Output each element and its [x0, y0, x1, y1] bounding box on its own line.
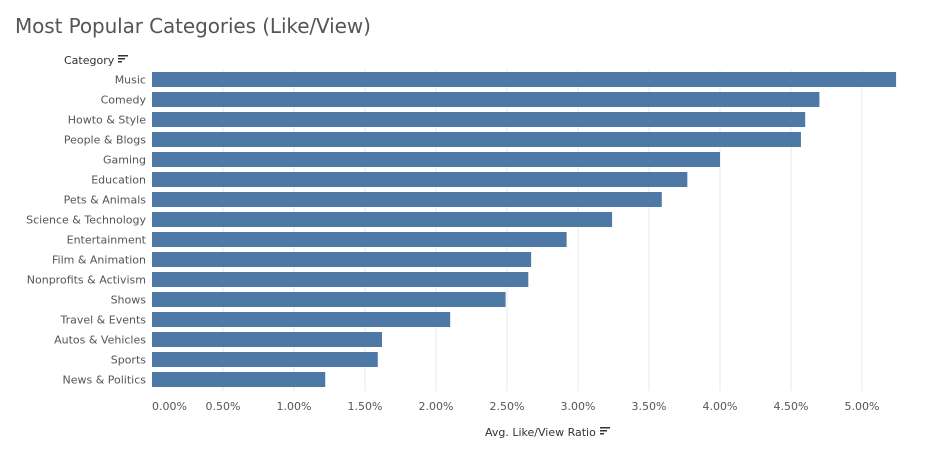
x-axis-title-label: Avg. Like/View Ratio — [485, 426, 596, 439]
category-label: Science & Technology — [26, 214, 146, 227]
x-tick-label: 2.00% — [419, 400, 454, 413]
bar[interactable] — [152, 212, 613, 227]
bar[interactable] — [152, 112, 806, 127]
bar[interactable] — [152, 172, 688, 187]
x-tick-label: 0.50% — [206, 400, 241, 413]
x-axis-ticks: 0.00% 0.50% 1.00% 1.50% 2.00% 2.50% 3.00% 3.50%… — [152, 400, 879, 413]
category-label: Music — [115, 74, 146, 87]
bar[interactable] — [152, 352, 378, 367]
x-tick-label: 2.50% — [490, 400, 525, 413]
bar[interactable] — [152, 72, 897, 87]
category-label: Sports — [111, 354, 147, 367]
x-tick-label: 3.00% — [561, 400, 596, 413]
category-label: Nonprofits & Activism — [27, 274, 146, 287]
category-label: People & Blogs — [64, 134, 146, 147]
category-label: Travel & Events — [59, 314, 146, 327]
x-tick-label: 4.00% — [703, 400, 738, 413]
x-tick-label: 0.00% — [152, 400, 187, 413]
category-label: News & Politics — [62, 374, 146, 387]
bar[interactable] — [152, 332, 383, 347]
category-label: Gaming — [103, 154, 146, 167]
sort-descending-icon[interactable] — [599, 426, 610, 439]
bar[interactable] — [152, 272, 529, 287]
category-label: Pets & Animals — [64, 194, 147, 207]
chart-title: Most Popular Categories (Like/View) — [15, 14, 371, 38]
bar[interactable] — [152, 312, 451, 327]
x-tick-label: 1.00% — [277, 400, 312, 413]
category-labels: Music Comedy Howto & Style People & Blogs Ga… — [26, 74, 147, 387]
category-label: Film & Animation — [52, 254, 146, 267]
x-tick-label: 5.00% — [845, 400, 880, 413]
bar[interactable] — [152, 132, 801, 147]
x-tick-label: 3.50% — [632, 400, 667, 413]
category-label: Education — [91, 174, 146, 187]
x-axis-title[interactable]: Avg. Like/View Ratio — [485, 426, 610, 439]
category-header-label: Category — [64, 54, 115, 67]
bars — [152, 72, 897, 387]
bar[interactable] — [152, 292, 506, 307]
bar[interactable] — [152, 152, 720, 167]
bar[interactable] — [152, 372, 326, 387]
category-header[interactable]: Category — [64, 54, 129, 67]
sort-descending-icon[interactable] — [118, 54, 129, 67]
bar[interactable] — [152, 232, 567, 247]
bar[interactable] — [152, 92, 820, 107]
category-label: Autos & Vehicles — [54, 334, 146, 347]
category-label: Comedy — [101, 94, 147, 107]
x-tick-label: 4.50% — [774, 400, 809, 413]
bar[interactable] — [152, 192, 662, 207]
category-label: Entertainment — [67, 234, 147, 247]
bar[interactable] — [152, 252, 532, 267]
category-label: Shows — [111, 294, 147, 307]
x-tick-label: 1.50% — [348, 400, 383, 413]
category-label: Howto & Style — [68, 114, 146, 127]
